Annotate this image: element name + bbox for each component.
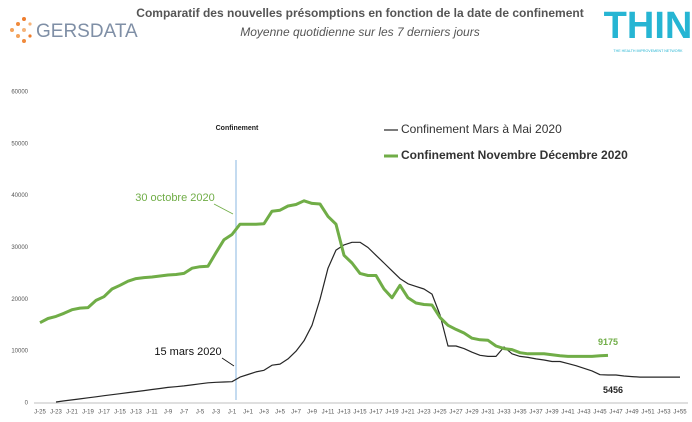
y-tick-label: 60000 [11,90,28,96]
y-tick-label: 20000 [11,297,28,303]
x-tick-label: J-9 [164,410,173,416]
y-tick-label: 0 [25,401,29,407]
x-tick-label: J+19 [385,410,399,416]
x-tick-label: J+55 [673,410,687,416]
x-tick-label: J+37 [529,410,543,416]
x-tick-label: J+7 [291,410,302,416]
x-tick-label: J+29 [465,410,479,416]
x-tick-label: J+47 [609,410,623,416]
x-tick-label: J-23 [50,410,62,416]
x-tick-label: J+9 [307,410,318,416]
x-tick-label: J-19 [82,410,94,416]
x-tick-label: J-3 [212,410,221,416]
x-tick-label: J+21 [401,410,415,416]
series-line [55,241,680,403]
x-tick-label: J+15 [353,410,367,416]
legend-label: Confinement Mars à Mai 2020 [401,122,562,136]
logo-left: GERSDATA [36,21,138,42]
annotation: 30 octobre 2020 [135,192,215,204]
x-tick-label: J+33 [497,410,511,416]
x-tick-label: J+13 [337,410,351,416]
legend-label: Confinement Novembre Décembre 2020 [401,148,628,162]
x-tick-label: J+1 [243,410,254,416]
x-tick-label: J-13 [130,410,142,416]
arrow [213,203,234,215]
x-tick-label: J-5 [196,410,205,416]
x-tick-label: J-7 [180,410,189,416]
arrow [221,357,235,367]
x-tick-label: J+11 [322,410,335,416]
x-tick-label: J+17 [369,410,383,416]
x-tick-label: J+49 [625,410,639,416]
x-tick-label: J-11 [146,410,158,416]
series-line [39,199,609,358]
x-tick-label: J-17 [98,410,110,416]
x-tick-label: J+39 [545,410,559,416]
x-tick-label: J+25 [433,410,447,416]
x-tick-label: J+43 [577,410,591,416]
chart-subtitle: Moyenne quotidienne sur les 7 derniers j… [240,25,479,39]
y-tick-label: 40000 [11,193,28,199]
x-tick-label: J+45 [593,410,607,416]
x-tick-label: J-1 [228,410,237,416]
gersdata-logo: GERSDATA [10,17,138,43]
x-tick-label: J+41 [561,410,575,416]
x-tick-label: J+27 [449,410,463,416]
x-tick-label: J+3 [259,410,270,416]
y-tick-label: 50000 [11,141,28,147]
logo-tagline: THE HEALTH IMPROVEMENT NETWORK [613,49,683,53]
annotation: 15 mars 2020 [154,346,221,358]
x-tick-label: J+31 [481,410,495,416]
chart-title: Comparatif des nouvelles présomptions en… [136,6,583,20]
x-tick-label: J-25 [34,410,46,416]
x-tick-label: J-15 [114,410,126,416]
annotation: Confinement [216,125,259,132]
x-tick-label: J+5 [275,410,286,416]
data-label: 5456 [603,385,623,395]
y-tick-label: 30000 [11,245,28,251]
x-tick-label: J+23 [417,410,431,416]
x-tick-label: J+53 [657,410,671,416]
x-tick-label: J-21 [66,410,78,416]
data-label: 9175 [598,337,618,347]
x-tick-label: J+35 [513,410,527,416]
y-tick-label: 10000 [11,349,28,355]
logo-right: THIN [604,5,692,47]
x-tick-label: J+51 [641,410,655,416]
